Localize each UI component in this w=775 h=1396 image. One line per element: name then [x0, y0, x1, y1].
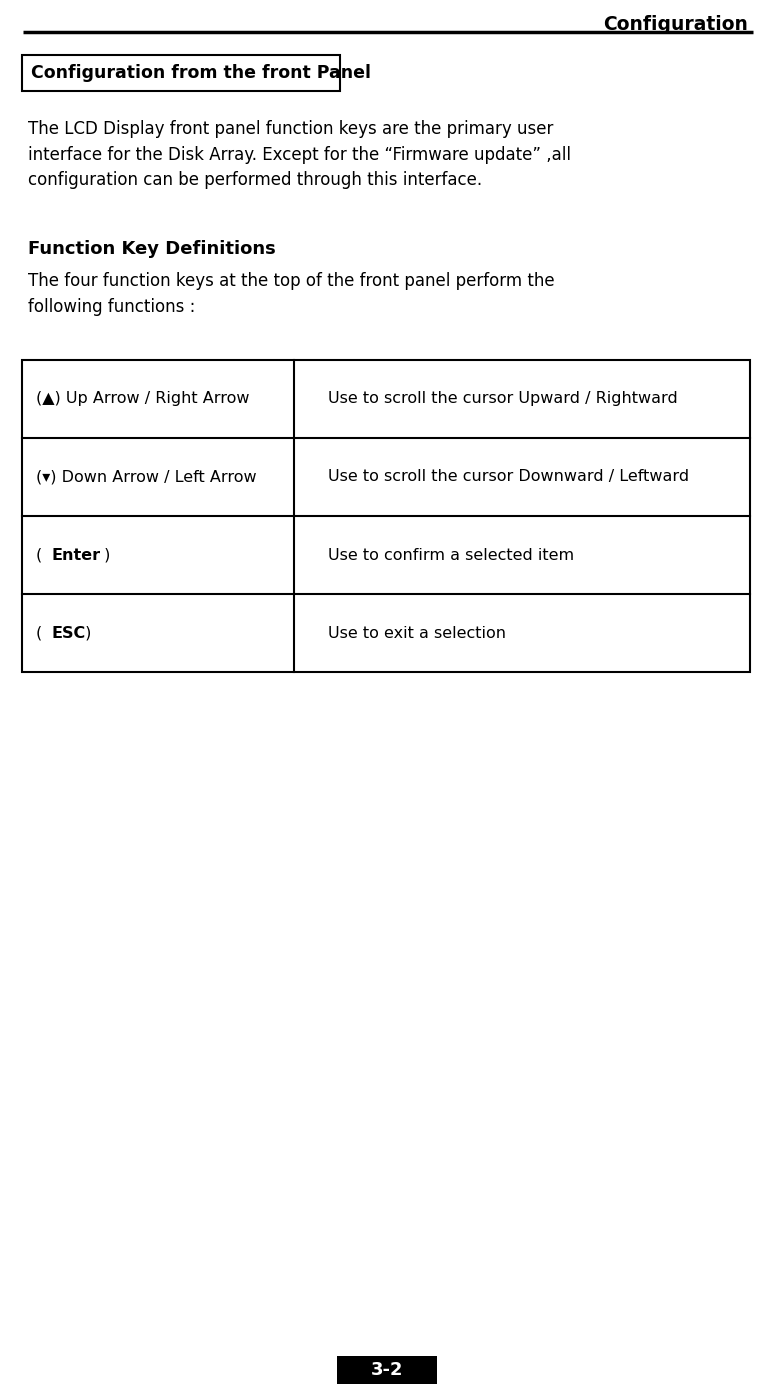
Bar	[22, 54, 340, 91]
Text: The LCD Display front panel function keys are the primary user
interface for the: The LCD Display front panel function key…	[28, 120, 571, 190]
Text: (: (	[36, 625, 47, 641]
Text: ): )	[99, 547, 111, 563]
Bar	[337, 1356, 437, 1383]
Text: (▲) Up Arrow / Right Arrow: (▲) Up Arrow / Right Arrow	[36, 391, 250, 406]
Text: Configuration: Configuration	[603, 15, 748, 34]
Text: Use to scroll the cursor Downward / Leftward: Use to scroll the cursor Downward / Left…	[328, 469, 689, 484]
Text: The four function keys at the top of the front panel perform the
following funct: The four function keys at the top of the…	[28, 272, 555, 315]
Text: (: (	[36, 547, 47, 563]
Text: 3-2: 3-2	[370, 1361, 403, 1379]
Text: Use to scroll the cursor Upward / Rightward: Use to scroll the cursor Upward / Rightw…	[328, 391, 678, 406]
Text: Function Key Definitions: Function Key Definitions	[28, 240, 276, 258]
Text: Use to confirm a selected item: Use to confirm a selected item	[328, 547, 574, 563]
Bar	[22, 360, 750, 671]
Text: Use to exit a selection: Use to exit a selection	[328, 625, 506, 641]
Text: ESC: ESC	[52, 625, 86, 641]
Text: Enter: Enter	[52, 547, 101, 563]
Text: ): )	[80, 625, 91, 641]
Text: Configuration from the front Panel: Configuration from the front Panel	[31, 64, 371, 82]
Text: (▾) Down Arrow / Left Arrow: (▾) Down Arrow / Left Arrow	[36, 469, 257, 484]
